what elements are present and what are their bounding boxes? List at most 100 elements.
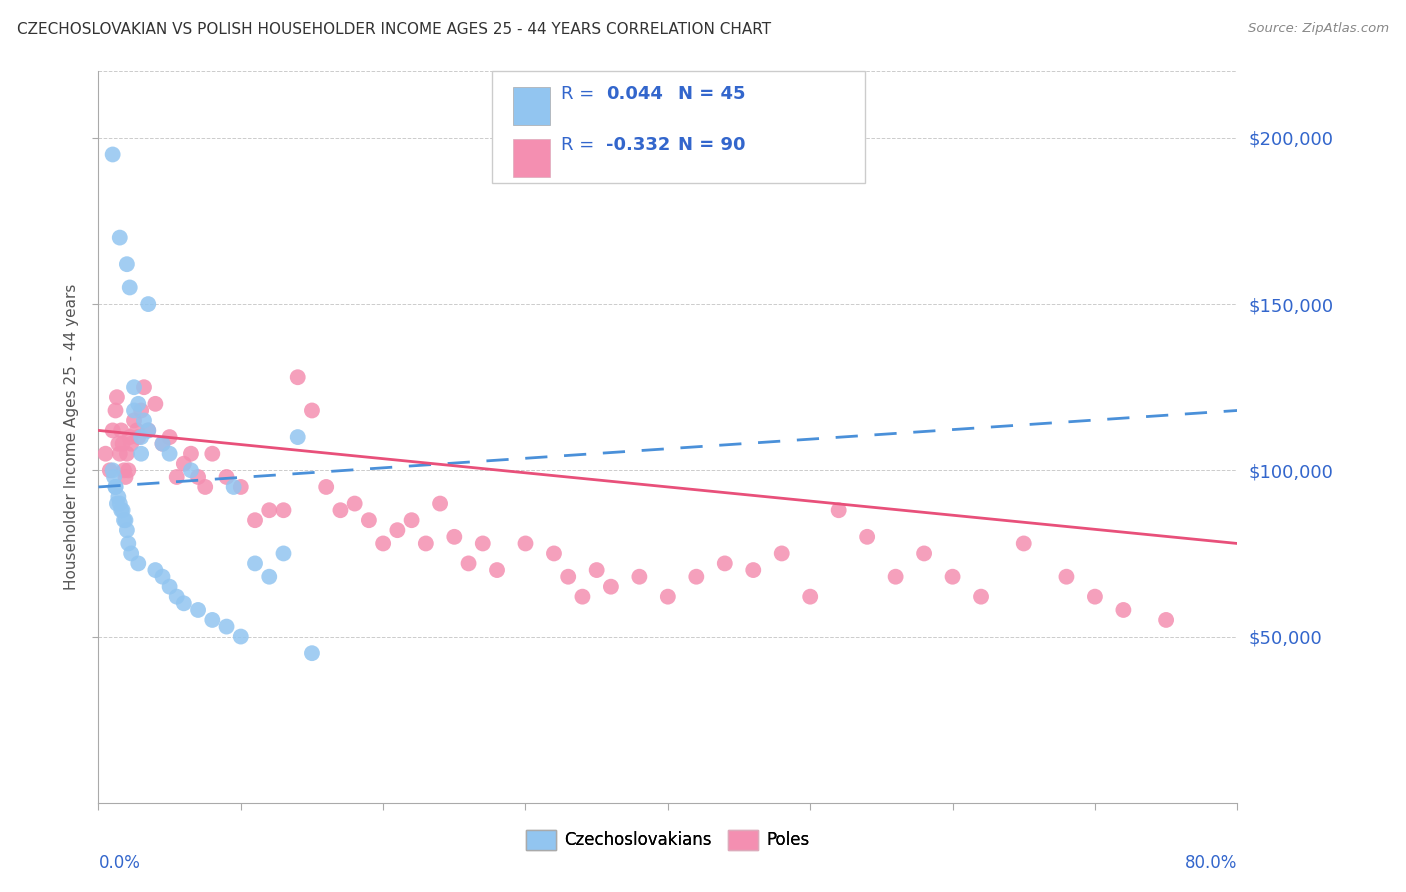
Point [343, 497, 366, 511]
Point [371, 536, 394, 550]
Point [628, 570, 651, 584]
Point [856, 530, 879, 544]
Point [108, 230, 131, 244]
Point [1056, 570, 1078, 584]
Point [799, 590, 821, 604]
Point [259, 503, 281, 517]
Point [301, 403, 323, 417]
Point [101, 424, 124, 438]
Point [259, 570, 281, 584]
Point [107, 436, 129, 450]
Point [828, 503, 851, 517]
Point [117, 536, 139, 550]
Point [129, 430, 152, 444]
Point [129, 403, 152, 417]
Point [152, 570, 174, 584]
Point [104, 480, 127, 494]
Point [329, 503, 352, 517]
Point [105, 497, 128, 511]
Point [770, 546, 793, 560]
Y-axis label: Householder Income Ages 25 - 44 years: Householder Income Ages 25 - 44 years [65, 284, 79, 591]
Point [125, 424, 148, 438]
Point [159, 430, 181, 444]
Point [98, 463, 121, 477]
Text: -0.332: -0.332 [606, 136, 671, 154]
Text: R =: R = [561, 85, 600, 103]
Text: N = 90: N = 90 [678, 136, 745, 154]
Point [127, 397, 149, 411]
Point [145, 563, 167, 577]
Point [180, 463, 202, 477]
Point [110, 503, 132, 517]
Point [105, 390, 128, 404]
Point [1084, 590, 1107, 604]
Point [557, 570, 579, 584]
Point [201, 447, 224, 461]
Point [127, 557, 149, 571]
Point [357, 513, 380, 527]
Point [145, 397, 167, 411]
Point [118, 430, 141, 444]
Text: R =: R = [561, 136, 600, 154]
Point [112, 513, 135, 527]
Point [585, 563, 607, 577]
Point [315, 480, 337, 494]
Point [101, 463, 124, 477]
Point [714, 557, 737, 571]
Point [443, 530, 465, 544]
Point [136, 424, 159, 438]
Point [1112, 603, 1135, 617]
Point [132, 380, 155, 394]
Point [685, 570, 707, 584]
Point [471, 536, 494, 550]
Point [173, 596, 195, 610]
Text: CZECHOSLOVAKIAN VS POLISH HOUSEHOLDER INCOME AGES 25 - 44 YEARS CORRELATION CHAR: CZECHOSLOVAKIAN VS POLISH HOUSEHOLDER IN… [17, 22, 770, 37]
Point [1012, 536, 1035, 550]
Point [118, 280, 141, 294]
Point [173, 457, 195, 471]
Point [94, 447, 117, 461]
Point [243, 557, 266, 571]
Text: 80.0%: 80.0% [1185, 854, 1237, 872]
Legend: Czechoslovakians, Poles: Czechoslovakians, Poles [519, 823, 817, 856]
Point [970, 590, 993, 604]
Point [152, 436, 174, 450]
Point [215, 470, 238, 484]
Point [114, 470, 136, 484]
Text: 0.0%: 0.0% [98, 854, 141, 872]
Point [229, 630, 252, 644]
Point [166, 470, 188, 484]
Point [273, 546, 295, 560]
Point [657, 590, 679, 604]
Point [129, 447, 152, 461]
Point [884, 570, 907, 584]
Point [111, 503, 134, 517]
Point [401, 513, 423, 527]
Point [600, 580, 623, 594]
Point [115, 257, 138, 271]
Point [486, 563, 509, 577]
Point [104, 480, 127, 494]
Point [415, 536, 437, 550]
Text: Source: ZipAtlas.com: Source: ZipAtlas.com [1249, 22, 1389, 36]
Point [108, 497, 131, 511]
Point [111, 436, 134, 450]
Point [543, 546, 565, 560]
Text: N = 45: N = 45 [678, 85, 745, 103]
Point [243, 513, 266, 527]
Point [115, 523, 138, 537]
Point [222, 480, 245, 494]
Point [120, 436, 142, 450]
Point [387, 523, 409, 537]
Point [180, 447, 202, 461]
Point [571, 590, 593, 604]
Point [110, 424, 132, 438]
Point [942, 570, 965, 584]
Point [159, 580, 181, 594]
Point [166, 590, 188, 604]
Point [103, 470, 125, 484]
Point [215, 619, 238, 633]
Point [120, 546, 142, 560]
Point [122, 413, 145, 427]
Point [187, 470, 209, 484]
